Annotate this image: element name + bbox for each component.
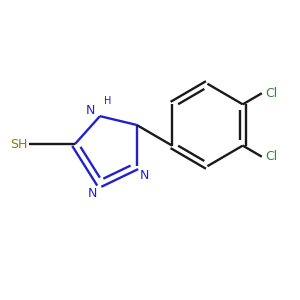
Text: N: N	[86, 104, 95, 117]
Text: N: N	[88, 187, 97, 200]
Text: H: H	[104, 96, 112, 106]
Text: SH: SH	[11, 138, 28, 151]
Text: N: N	[140, 169, 149, 182]
Text: Cl: Cl	[265, 150, 277, 163]
Text: Cl: Cl	[265, 87, 277, 100]
